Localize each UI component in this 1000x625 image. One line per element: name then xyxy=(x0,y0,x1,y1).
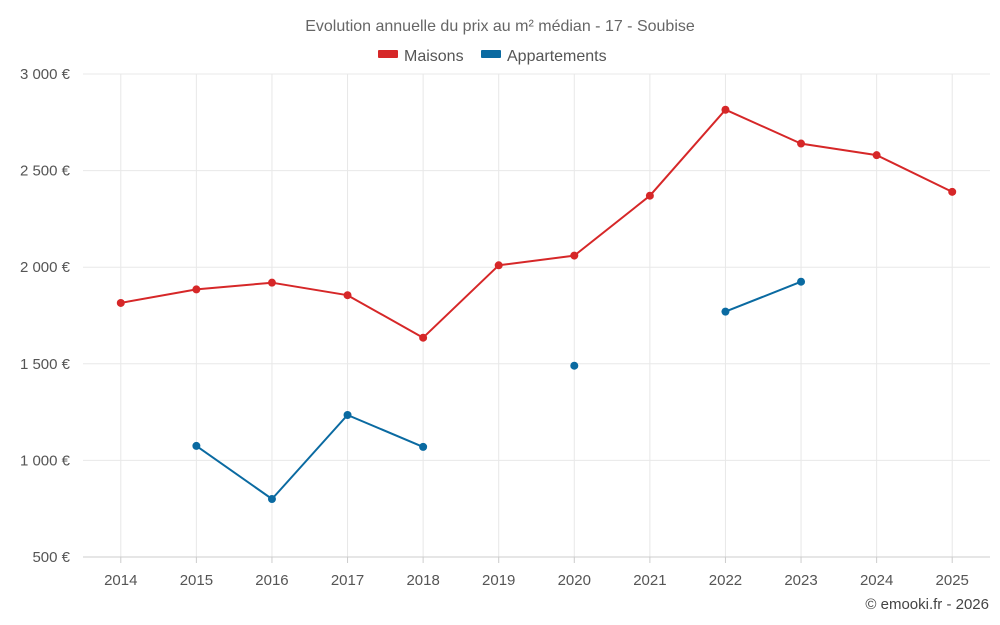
series-maisons xyxy=(116,105,957,342)
data-point-maisons-2024[interactable] xyxy=(872,151,881,160)
series-line-appartements-0 xyxy=(195,414,425,500)
grid xyxy=(83,73,990,558)
x-tick-label: 2014 xyxy=(104,572,137,589)
data-point-maisons-2023[interactable] xyxy=(797,139,806,148)
legend-label-maisons: Maisons xyxy=(404,48,464,65)
data-point-maisons-2015[interactable] xyxy=(192,285,201,294)
data-point-appartements-2017[interactable] xyxy=(343,410,352,419)
legend: Maisons Appartements xyxy=(378,48,607,65)
chart-title: Evolution annuelle du prix au m² médian … xyxy=(305,18,695,35)
legend-label-appartements: Appartements xyxy=(507,48,607,65)
y-tick-label: 1 000 € xyxy=(20,452,71,469)
y-tick-label: 3 000 € xyxy=(20,66,71,83)
data-point-appartements-2020[interactable] xyxy=(570,361,579,370)
x-tick-label: 2020 xyxy=(558,572,591,589)
legend-swatch-maisons xyxy=(378,50,398,58)
data-point-maisons-2021[interactable] xyxy=(645,191,654,200)
data-point-appartements-2022[interactable] xyxy=(721,307,730,316)
legend-swatch-appartements xyxy=(481,50,501,58)
series-line-appartements-2 xyxy=(724,280,802,313)
data-point-maisons-2019[interactable] xyxy=(494,261,503,270)
series xyxy=(116,105,957,504)
x-tick-label: 2018 xyxy=(406,572,439,589)
axes: 500 € 1 000 € 1 500 € 2 000 € 2 500 € 3 000 €… xyxy=(20,66,990,589)
x-tick-label: 2022 xyxy=(709,572,742,589)
data-point-appartements-2018[interactable] xyxy=(419,442,428,451)
data-point-maisons-2016[interactable] xyxy=(267,278,276,287)
data-point-maisons-2025[interactable] xyxy=(948,187,957,196)
data-point-maisons-2014[interactable] xyxy=(116,298,125,307)
x-tick-label: 2024 xyxy=(860,572,893,589)
x-tick-label: 2021 xyxy=(633,572,666,589)
credit: © emooki.fr - 2026 xyxy=(865,596,989,613)
x-tick-label: 2023 xyxy=(784,572,817,589)
x-tick-label: 2017 xyxy=(331,572,364,589)
x-tick-label: 2015 xyxy=(180,572,213,589)
x-tick-label: 2016 xyxy=(255,572,288,589)
legend-item-maisons[interactable]: Maisons xyxy=(378,48,464,65)
x-tick-label: 2019 xyxy=(482,572,515,589)
legend-item-appartements[interactable]: Appartements xyxy=(481,48,607,65)
series-line-maisons-0 xyxy=(119,108,954,339)
y-tick-label: 500 € xyxy=(32,549,70,566)
data-point-maisons-2022[interactable] xyxy=(721,105,730,114)
data-point-appartements-2015[interactable] xyxy=(192,441,201,450)
data-point-appartements-2016[interactable] xyxy=(267,495,276,504)
data-point-maisons-2020[interactable] xyxy=(570,251,579,260)
y-tick-label: 1 500 € xyxy=(20,356,71,373)
series-appartements xyxy=(192,277,806,504)
data-point-maisons-2018[interactable] xyxy=(419,333,428,342)
x-tick-label: 2025 xyxy=(936,572,969,589)
data-point-appartements-2023[interactable] xyxy=(797,277,806,286)
y-tick-label: 2 000 € xyxy=(20,259,71,276)
data-point-maisons-2017[interactable] xyxy=(343,291,352,300)
y-tick-label: 2 500 € xyxy=(20,163,71,180)
